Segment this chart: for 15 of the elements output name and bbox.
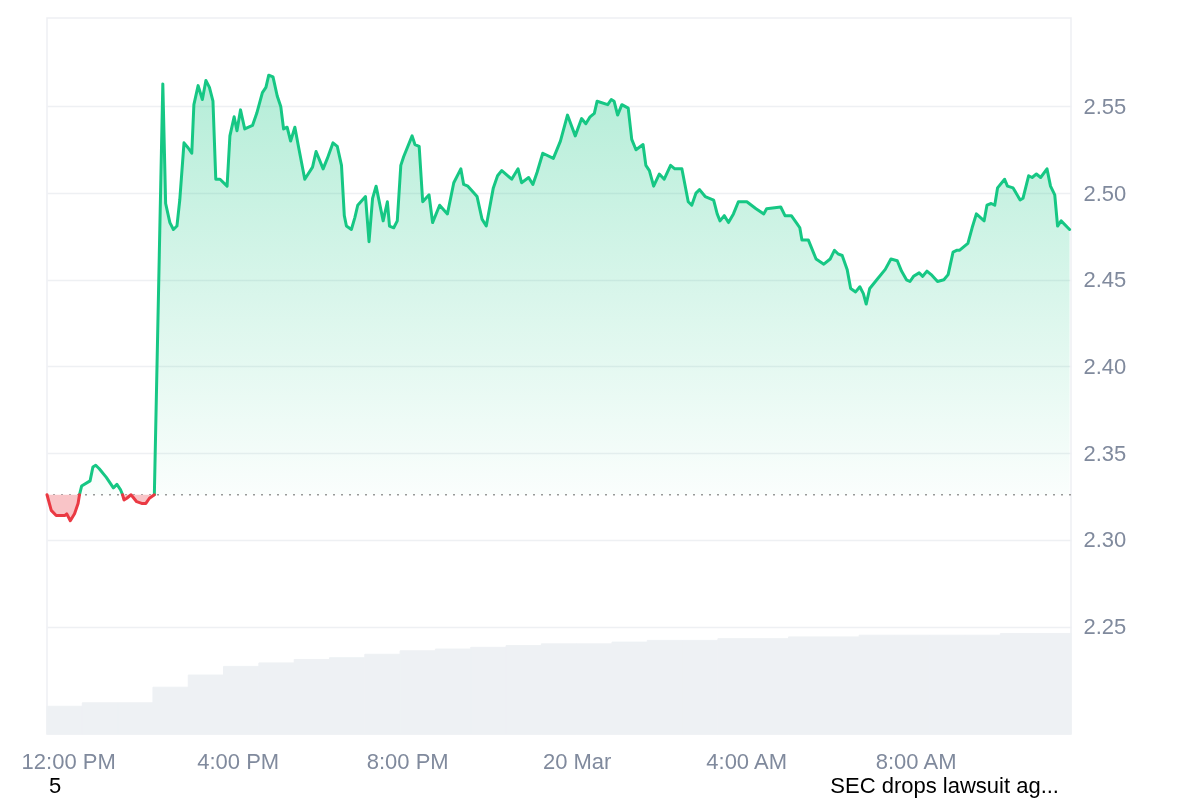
y-tick-label: 2.40	[1083, 353, 1127, 379]
y-tick-label: 2.25	[1083, 614, 1127, 640]
x-tick-label: 4:00 AM	[706, 748, 787, 774]
x-tick-label: 8:00 PM	[366, 748, 449, 774]
y-tick-label: 2.45	[1083, 267, 1127, 293]
x-tick-label: 12:00 PM	[21, 748, 116, 774]
y-tick-label: 2.55	[1083, 93, 1127, 119]
y-tick-label: 2.35	[1083, 440, 1127, 466]
x-tick-label: 8:00 AM	[875, 748, 957, 774]
text: 5	[49, 773, 62, 798]
y-tick-label: 2.30	[1083, 527, 1127, 553]
text: SEC drops lawsuit ag...	[830, 773, 1059, 798]
y-tick-label: 2.50	[1083, 180, 1127, 206]
x-tick-label: 4:00 PM	[197, 748, 280, 774]
x-tick-label: 20 Mar	[542, 748, 612, 774]
